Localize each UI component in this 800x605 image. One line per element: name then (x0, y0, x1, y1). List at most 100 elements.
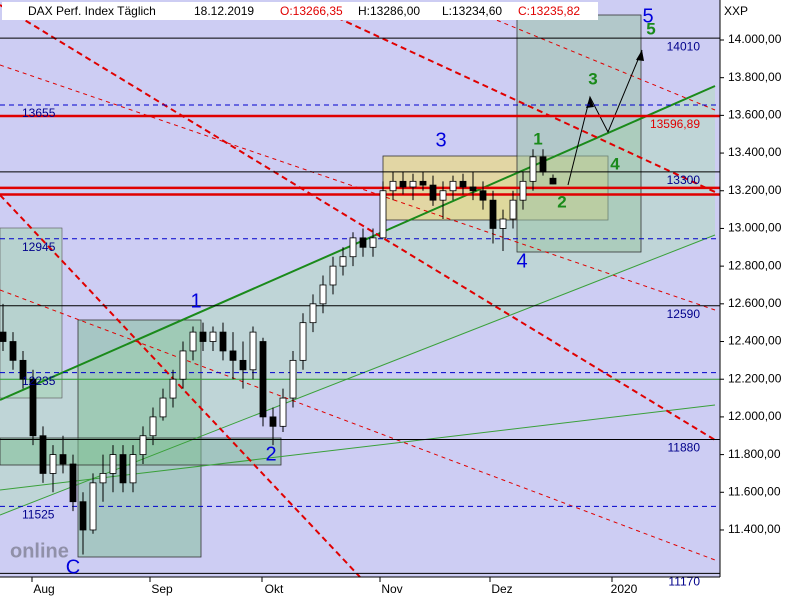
wave-label: 3 (588, 69, 597, 88)
level-label: 11170 (668, 574, 700, 588)
candle-body (469, 186, 477, 192)
y-tick-label: 12.600,00 (728, 296, 782, 310)
x-tick-label: Dez (491, 582, 512, 596)
candle-body (179, 350, 187, 380)
candle-body (169, 378, 177, 399)
candle-body (289, 359, 297, 399)
header-open: O:13266,35 (280, 4, 343, 18)
wave-label: 2 (265, 443, 276, 465)
y-tick-label: 12.400,00 (728, 334, 782, 348)
labels: 140101365513596,891330012945125901223511… (22, 5, 700, 588)
header-box (2, 2, 598, 20)
candle-body (449, 180, 457, 192)
drawings (0, 4, 716, 578)
candle-body (379, 190, 387, 239)
candle-body (229, 350, 237, 361)
candle-body (79, 501, 87, 531)
trend-line (459, 4, 716, 111)
candle-body (159, 397, 167, 418)
candle-body (189, 331, 197, 352)
y-tick-label: 13.000,00 (728, 221, 782, 235)
candle-body (0, 331, 7, 342)
candle-body (89, 482, 97, 531)
candle-body (279, 397, 287, 427)
candle-body (59, 454, 67, 465)
trend-line (0, 85, 716, 401)
candle-body (9, 341, 17, 361)
trend-line (309, 4, 716, 193)
y-tick-label: 13.400,00 (728, 145, 782, 159)
unit-label: XXP (724, 4, 748, 18)
y-tick-label: 13.800,00 (728, 70, 782, 84)
level-label: 13300 (667, 173, 701, 187)
candle-body (349, 237, 357, 258)
candle-body (39, 435, 47, 474)
candle-body (509, 199, 517, 220)
candle-body (439, 190, 447, 201)
level-label: 12945 (22, 240, 56, 254)
arrow-head (636, 50, 644, 61)
candle-body (29, 378, 37, 437)
candle-body (549, 177, 557, 185)
y-tick-label: 11.800,00 (728, 447, 781, 461)
level-label: 11525 (22, 508, 55, 522)
candle-body (239, 359, 247, 371)
candle-body (109, 454, 117, 474)
candle-body (319, 284, 327, 305)
candles (0, 149, 557, 555)
candle-body (339, 256, 347, 267)
header-close: C:13235,82 (518, 4, 580, 18)
wave-label: 1 (190, 290, 201, 312)
candle-body (389, 180, 397, 192)
candle-body (249, 331, 257, 371)
trend-line (0, 234, 716, 516)
candle-body (479, 190, 487, 201)
x-tick-label: Sep (151, 582, 173, 596)
candle-body (399, 180, 407, 188)
candle-body (309, 303, 317, 324)
candle-body (529, 156, 537, 182)
wave-label: 5 (646, 19, 655, 38)
x-tick-label: Okt (265, 582, 284, 596)
level-label: 12235 (22, 374, 56, 388)
levels (0, 37, 720, 574)
candle-body (149, 416, 157, 437)
wave-label: 1 (533, 129, 542, 148)
header-low: L:13234,60 (442, 4, 502, 18)
candle-body (19, 359, 27, 380)
y-tick-label: 14.000,00 (728, 32, 782, 46)
y-tick-label: 11.400,00 (728, 522, 781, 536)
watermark: online (10, 540, 69, 562)
wave-label: 2 (557, 192, 566, 211)
level-label: 13655 (22, 106, 56, 120)
projection (567, 49, 643, 186)
y-tick-label: 13.600,00 (728, 108, 782, 122)
candle-body (69, 463, 77, 503)
header-title: DAX Perf. Index Täglich (28, 4, 156, 18)
candle-body (489, 199, 497, 229)
candle-body (139, 435, 147, 455)
trend-line (0, 194, 361, 578)
y-tick-label: 13.200,00 (728, 183, 782, 197)
y-tick-label: 12.200,00 (728, 371, 782, 385)
level-label: 11880 (668, 441, 701, 455)
header: DAX Perf. Index Täglich 18.12.2019 O:132… (2, 2, 748, 562)
candle-body (269, 416, 277, 427)
level-label: 12590 (667, 307, 701, 321)
wave-label: 4 (516, 250, 527, 272)
candle-body (209, 331, 217, 342)
candle-body (299, 322, 307, 361)
y-tick-label: 11.600,00 (728, 484, 781, 498)
trend-line (0, 404, 716, 491)
candle-body (129, 454, 137, 484)
candle-body (49, 454, 57, 474)
candle-body (359, 237, 367, 248)
level-label: 14010 (667, 39, 701, 53)
x-tick-label: Aug (33, 582, 54, 596)
candle-body (119, 454, 127, 484)
header-date: 18.12.2019 (194, 4, 254, 18)
y-tick-label: 12.000,00 (728, 409, 782, 423)
candle-body (419, 180, 427, 186)
candle-body (459, 180, 467, 188)
candle-body (519, 180, 527, 201)
